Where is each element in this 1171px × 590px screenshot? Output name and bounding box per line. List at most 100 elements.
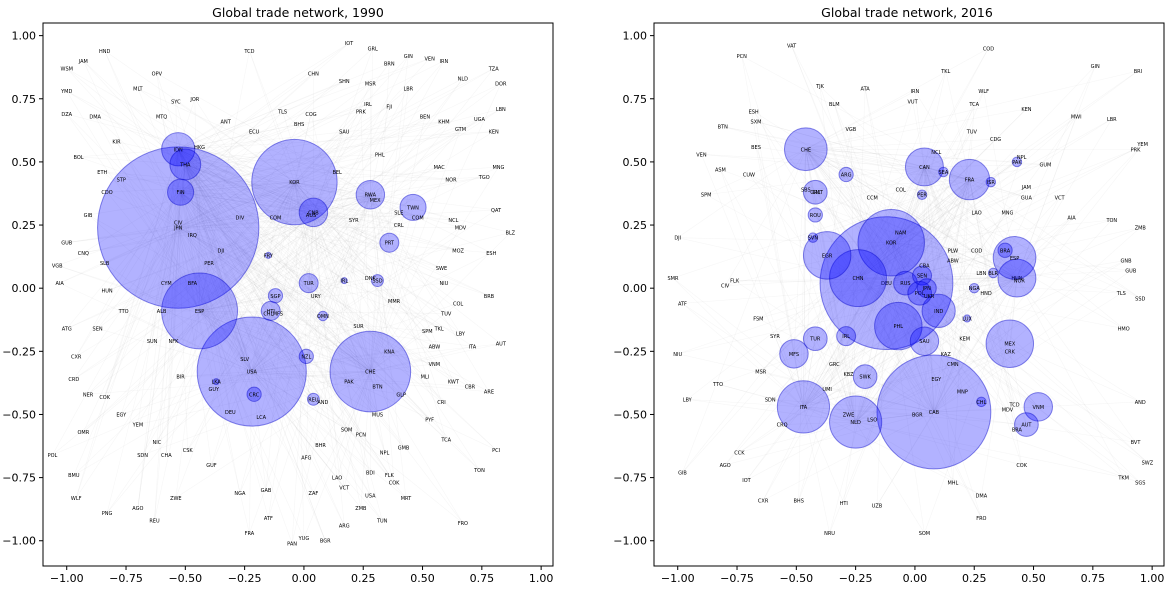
trade-edge bbox=[845, 242, 892, 337]
trade-edge bbox=[933, 401, 1141, 413]
trade-edge bbox=[178, 227, 395, 302]
country-label: NLD bbox=[458, 77, 469, 83]
trade-edge bbox=[180, 191, 314, 213]
node-jpn bbox=[916, 278, 937, 299]
country-label: ARG bbox=[339, 524, 350, 530]
trade-edge bbox=[192, 181, 295, 236]
country-label: SUR bbox=[353, 324, 364, 330]
trade-edge bbox=[803, 181, 992, 408]
x-tick-label: 0.75 bbox=[470, 572, 495, 585]
trade-edge bbox=[886, 283, 935, 413]
trade-edge bbox=[251, 166, 440, 372]
trade-edge bbox=[199, 217, 418, 312]
trade-edge bbox=[104, 192, 181, 397]
trade-edge bbox=[177, 149, 210, 264]
trade-edge bbox=[185, 80, 345, 165]
trade-edge bbox=[969, 179, 1008, 213]
node-label: ISR bbox=[987, 180, 996, 186]
trade-edge bbox=[294, 113, 312, 183]
node-kor bbox=[251, 138, 338, 226]
country-label: KAZ bbox=[941, 352, 952, 358]
country-label: SMR bbox=[667, 276, 678, 282]
trade-edge bbox=[78, 156, 186, 165]
node-label: HTI bbox=[267, 309, 275, 315]
country-label: ALB bbox=[157, 309, 167, 315]
trade-edge bbox=[850, 129, 856, 423]
node-label: SSD bbox=[372, 279, 382, 285]
trade-edge bbox=[682, 277, 1017, 304]
country-label: BRA bbox=[1012, 428, 1023, 434]
trade-edge bbox=[855, 325, 899, 423]
trade-edge bbox=[770, 277, 1018, 400]
country-label: CYM bbox=[161, 281, 172, 287]
trade-edge bbox=[76, 212, 314, 357]
country-label: CHN bbox=[308, 72, 319, 78]
country-label: MSR bbox=[365, 82, 376, 88]
country-label: GAB bbox=[261, 488, 272, 494]
trade-edge bbox=[924, 166, 1015, 259]
trade-edge bbox=[701, 154, 970, 180]
trade-edge bbox=[177, 149, 314, 493]
trade-edge bbox=[185, 154, 380, 165]
country-label: TUV bbox=[440, 311, 452, 317]
trade-edge bbox=[175, 310, 200, 498]
node-mex bbox=[985, 319, 1035, 368]
node-cnb bbox=[298, 197, 329, 228]
trade-edge bbox=[180, 192, 279, 314]
country-label: MLT bbox=[133, 87, 143, 93]
trade-edge bbox=[826, 255, 859, 279]
trade-edge bbox=[313, 212, 442, 403]
trade-edge bbox=[199, 262, 210, 311]
trade-edge bbox=[313, 212, 480, 471]
trade-edge bbox=[199, 179, 452, 312]
trade-edge bbox=[180, 121, 444, 193]
node-deu bbox=[819, 216, 954, 351]
trade-edge bbox=[177, 149, 269, 314]
trade-edge bbox=[677, 149, 806, 238]
trade-edge bbox=[886, 272, 994, 284]
y-tick-label: 1.00 bbox=[12, 30, 37, 43]
node-usa bbox=[196, 316, 307, 427]
trade-edge bbox=[137, 88, 314, 213]
node-label: OMN bbox=[317, 314, 329, 320]
trade-edge bbox=[178, 194, 371, 228]
country-label: ABW bbox=[947, 258, 959, 264]
trade-edge bbox=[177, 149, 464, 524]
x-tick-label: −0.50 bbox=[168, 572, 202, 585]
node-sau bbox=[909, 326, 940, 356]
node-label: SVN bbox=[808, 236, 819, 242]
trade-edge bbox=[180, 121, 226, 193]
country-label: ETH bbox=[97, 170, 107, 176]
trade-edge bbox=[924, 166, 954, 483]
trade-edge bbox=[805, 70, 1138, 150]
trade-edge bbox=[294, 55, 409, 183]
trade-edge bbox=[943, 171, 970, 180]
y-tick-label: −0.25 bbox=[613, 345, 647, 358]
trade-edge bbox=[886, 282, 987, 294]
trade-edge bbox=[905, 166, 925, 284]
country-label: ATF bbox=[264, 516, 273, 522]
trade-edge bbox=[177, 149, 314, 400]
country-label: GLP bbox=[396, 392, 406, 398]
trade-edge bbox=[59, 181, 295, 284]
trade-edge bbox=[180, 181, 295, 193]
country-label: TLS bbox=[277, 109, 287, 115]
trade-edge bbox=[891, 219, 1112, 244]
trade-edge bbox=[834, 282, 887, 365]
trade-edge bbox=[294, 182, 345, 488]
node-lux bbox=[963, 314, 972, 323]
trade-edge bbox=[952, 250, 1018, 279]
trade-edge bbox=[313, 154, 381, 213]
trade-edge bbox=[805, 148, 1046, 165]
trade-edge bbox=[185, 121, 444, 165]
trade-edge bbox=[805, 149, 939, 312]
country-label: YEM bbox=[132, 423, 144, 429]
trade-edge bbox=[199, 310, 428, 332]
trade-edge bbox=[322, 194, 371, 317]
trade-edge bbox=[249, 371, 253, 534]
trade-edge bbox=[156, 73, 179, 228]
trade-edge bbox=[805, 149, 947, 355]
trade-edge bbox=[717, 383, 856, 423]
trade-edge bbox=[199, 310, 252, 372]
trade-edge bbox=[185, 164, 279, 314]
